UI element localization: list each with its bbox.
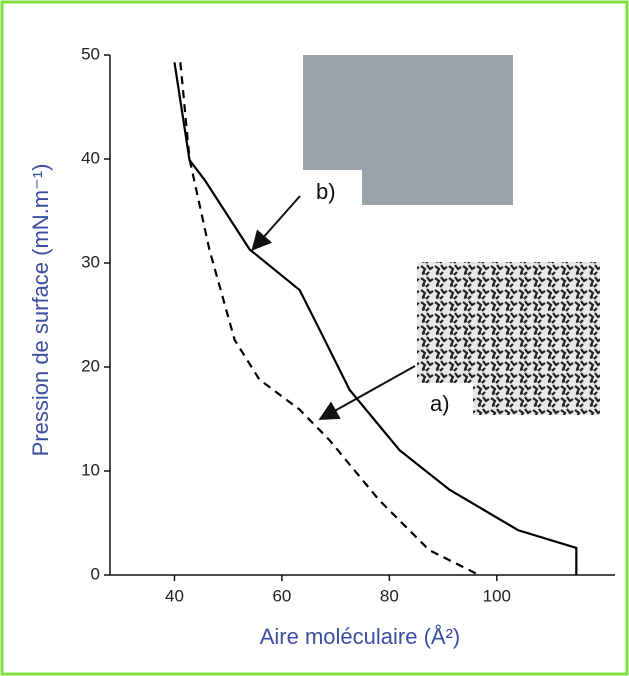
annotation-b: b) <box>316 179 336 204</box>
y-tick-label: 30 <box>81 252 100 271</box>
y-tick-label: 40 <box>81 148 100 167</box>
y-tick-label: 50 <box>81 44 100 63</box>
arrow-a <box>318 365 416 420</box>
y-axis-title: Pression de surface (mN.m⁻¹) <box>28 164 53 457</box>
series-line <box>179 62 480 576</box>
x-tick-label: 40 <box>165 586 184 605</box>
y-tick-label: 0 <box>91 564 100 583</box>
x-axis-title: Aire moléculaire (Å²) <box>260 624 461 649</box>
y-tick-label: 20 <box>81 356 100 375</box>
y-tick-label: 10 <box>81 460 100 479</box>
x-tick-label: 100 <box>483 586 511 605</box>
inset-image-a <box>417 262 600 415</box>
arrow-b <box>251 195 301 251</box>
inset-image-b <box>303 55 513 205</box>
annotation-a: a) <box>430 391 450 416</box>
x-tick-label: 60 <box>272 586 291 605</box>
series-line <box>173 62 578 575</box>
x-tick-label: 80 <box>380 586 399 605</box>
